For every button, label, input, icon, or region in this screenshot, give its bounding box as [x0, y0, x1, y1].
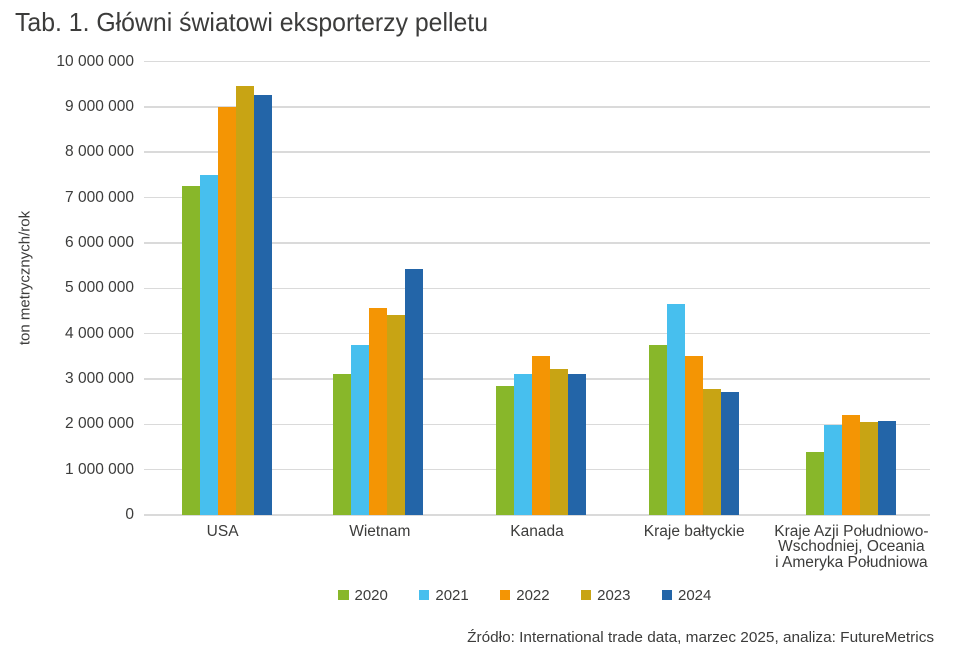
chart-title: Tab. 1. Główni światowi eksporterzy pell…: [15, 7, 488, 37]
bar-2022-2: [369, 307, 388, 515]
bar-2021-4: [666, 304, 685, 515]
source-note: Źródło: International trade data, marzec…: [467, 629, 934, 646]
bar-2022-1: [218, 106, 237, 515]
bar-2021-5: [823, 425, 842, 515]
y-tick-label: 5 000 000: [65, 279, 134, 297]
bar-2024-3: [568, 373, 586, 515]
x-category-label: Wietnam: [349, 523, 411, 540]
gridline: [144, 151, 930, 153]
bar-2020-2: [333, 374, 352, 515]
y-tick-label: 3 000 000: [65, 369, 134, 387]
bar-2023-4: [702, 388, 721, 515]
gridline: [144, 287, 930, 289]
legend-item-2022: 2022: [499, 586, 550, 604]
legend-item-2020: 2020: [338, 588, 388, 603]
bar-2023-1: [236, 86, 255, 515]
legend-label-2021: 2021: [435, 586, 469, 604]
bar-2022-5: [841, 414, 860, 515]
legend-item-2023: 2023: [580, 586, 631, 604]
legend-swatch-2024: [661, 589, 672, 601]
x-category-label: Kraje Azji Południowo- Wschodniej, Ocean…: [774, 523, 929, 571]
bar-2021-1: [200, 174, 219, 515]
bar-2020-1: [182, 186, 201, 515]
y-tick-label: 1 000 000: [65, 460, 134, 478]
y-tick-label: 10 000 000: [56, 52, 134, 70]
y-tick-label: 9 000 000: [65, 97, 134, 115]
bar-2022-4: [684, 356, 703, 515]
x-category-label: Kanada: [510, 523, 564, 540]
gridline: [144, 196, 930, 199]
x-category-label: USA: [206, 523, 239, 540]
legend-swatch-2023: [580, 589, 592, 601]
y-tick-label: 6 000 000: [65, 233, 134, 251]
bar-2024-1: [254, 94, 273, 515]
legend: 2020 2021 2022 2023 2024: [338, 588, 711, 603]
legend-swatch-2020: [338, 589, 349, 601]
legend-swatch-2021: [418, 589, 430, 601]
gridline: [144, 332, 930, 335]
y-tick-label: 7 000 000: [65, 188, 134, 206]
bar-2024-4: [720, 391, 739, 515]
bar-2020-4: [648, 344, 667, 515]
gridline: [144, 60, 930, 63]
legend-swatch-2022: [499, 589, 511, 601]
bar-2020-3: [496, 385, 514, 515]
bar-2024-2: [405, 269, 424, 515]
legend-label-2024: 2024: [678, 586, 712, 604]
y-tick-label: 0: [125, 506, 134, 523]
legend-label-2023: 2023: [597, 586, 631, 604]
gridline: [144, 242, 930, 244]
bar-2023-3: [550, 368, 568, 515]
gridline: [144, 106, 930, 108]
y-tick-label: 4 000 000: [65, 324, 134, 342]
bar-2021-3: [514, 374, 532, 515]
bar-2023-2: [387, 315, 406, 515]
bar-2023-5: [859, 421, 878, 515]
gridline: [144, 514, 930, 516]
legend-item-2024: 2024: [661, 586, 712, 604]
legend-item-2021: 2021: [418, 586, 469, 604]
bar-2020-5: [805, 451, 824, 515]
x-category-label: Kraje bałtyckie: [643, 523, 745, 540]
bar-2022-3: [532, 356, 550, 515]
legend-label-2022: 2022: [516, 586, 550, 604]
y-tick-label: 2 000 000: [65, 415, 134, 433]
legend-label-2020: 2020: [354, 586, 388, 604]
y-tick-label: 8 000 000: [65, 143, 134, 161]
bar-2021-2: [351, 344, 370, 515]
bar-2024-5: [877, 420, 896, 515]
